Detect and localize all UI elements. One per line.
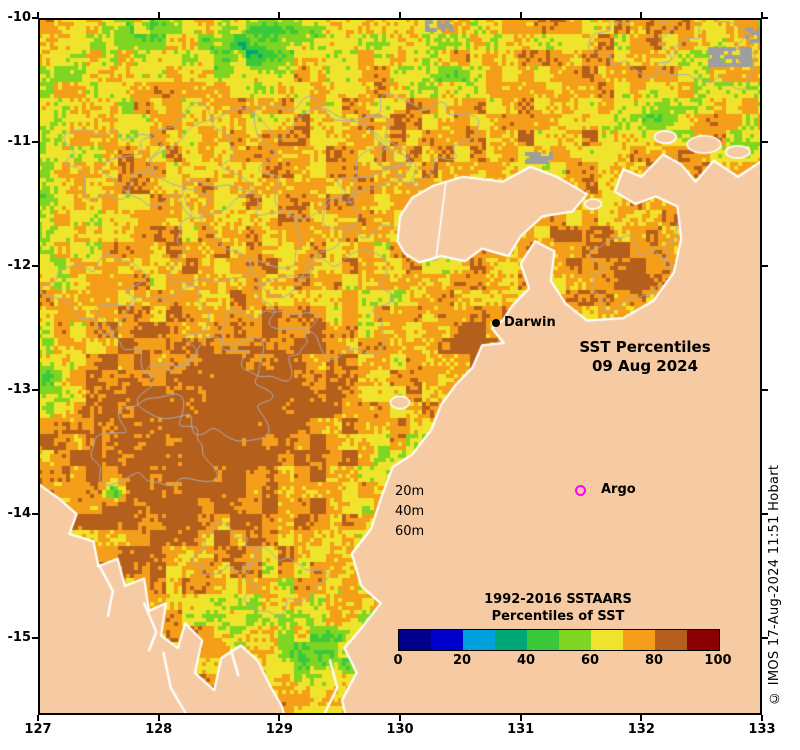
y-axis-tick-right <box>762 265 768 268</box>
colorbar <box>398 629 720 651</box>
colorbar-segment <box>655 630 687 650</box>
colorbar-tick-labels: 0 20 40 60 80 100 <box>393 653 731 669</box>
darwin-label: Darwin <box>504 315 556 330</box>
y-axis-tick-right <box>762 17 768 19</box>
y-axis-tick-left <box>32 265 38 268</box>
argo-marker-circle <box>575 485 586 496</box>
y-axis-tick-right <box>762 389 768 392</box>
x-axis-label: 130 <box>386 722 414 737</box>
x-axis-label: 133 <box>748 722 776 737</box>
x-axis-tick-bottom <box>157 715 160 721</box>
colorbar-tick-label: 0 <box>393 653 403 668</box>
y-axis-tick-left <box>32 637 38 640</box>
x-axis-label: 131 <box>507 722 535 737</box>
colorbar-title-line2: Percentiles of SST <box>491 609 625 624</box>
y-axis-label: -13 <box>7 382 32 398</box>
x-axis-tick-top <box>157 12 160 18</box>
colorbar-tick-label: 60 <box>580 653 600 668</box>
x-axis-tick-bottom <box>640 715 643 721</box>
y-axis-label: -14 <box>7 506 32 522</box>
colorbar-segment <box>559 630 591 650</box>
y-axis-tick-right <box>762 637 768 640</box>
y-axis-tick-left <box>32 141 38 144</box>
colorbar-tick-label: 80 <box>644 653 664 668</box>
colorbar-segment <box>463 630 495 650</box>
y-axis-label: -12 <box>7 258 32 274</box>
y-axis-tick-right <box>762 141 768 144</box>
colorbar-segment <box>495 630 527 650</box>
y-axis-tick-left <box>32 389 38 392</box>
darwin-marker-dot <box>492 319 500 327</box>
x-axis-label: 128 <box>145 722 173 737</box>
colorbar-segment <box>687 630 719 650</box>
colorbar-tick-label: 40 <box>516 653 536 668</box>
x-axis-label: 132 <box>627 722 655 737</box>
x-axis-tick-top <box>519 12 522 18</box>
depth-label-40m: 40m <box>395 504 425 519</box>
x-axis-tick-bottom <box>761 715 763 721</box>
x-axis-tick-top <box>640 12 643 18</box>
depth-label-60m: 60m <box>395 524 425 539</box>
colorbar-segment <box>591 630 623 650</box>
figure-title: SST Percentiles 09 Aug 2024 <box>560 338 730 376</box>
x-axis-label: 127 <box>24 722 52 737</box>
x-axis-tick-bottom <box>399 715 401 721</box>
credit-text: © IMOS 17-Aug-2024 11:51 Hobart <box>767 464 782 705</box>
x-axis-label: 129 <box>265 722 293 737</box>
figure-title-line1: SST Percentiles <box>579 338 711 356</box>
sst-map-raster <box>38 18 762 715</box>
colorbar-tick-label: 20 <box>452 653 472 668</box>
x-axis-tick-top <box>37 12 39 18</box>
argo-label: Argo <box>601 482 636 497</box>
colorbar-segment <box>527 630 559 650</box>
y-axis-tick-left <box>32 513 38 516</box>
y-axis-label: -15 <box>7 630 32 646</box>
colorbar-title: 1992-2016 SSTAARS Percentiles of SST <box>398 591 718 625</box>
colorbar-segment <box>431 630 463 650</box>
y-axis-label: -10 <box>7 10 32 25</box>
x-axis-tick-bottom <box>519 715 522 721</box>
x-axis-tick-top <box>761 12 763 18</box>
colorbar-tick-label: 100 <box>704 653 732 668</box>
y-axis-tick-left <box>32 17 38 19</box>
y-axis-tick-right <box>762 513 768 516</box>
colorbar-title-line1: 1992-2016 SSTAARS <box>484 592 632 607</box>
x-axis-tick-bottom <box>37 715 39 721</box>
x-axis-tick-bottom <box>278 715 281 721</box>
x-axis-tick-top <box>399 12 401 18</box>
colorbar-segment <box>623 630 655 650</box>
depth-label-20m: 20m <box>395 484 425 499</box>
depth-contour-labels: 20m 40m 60m <box>395 482 424 542</box>
y-axis-label: -11 <box>7 134 32 150</box>
x-axis-tick-top <box>278 12 281 18</box>
figure-title-line2: 09 Aug 2024 <box>591 357 699 375</box>
colorbar-segment <box>399 630 431 650</box>
